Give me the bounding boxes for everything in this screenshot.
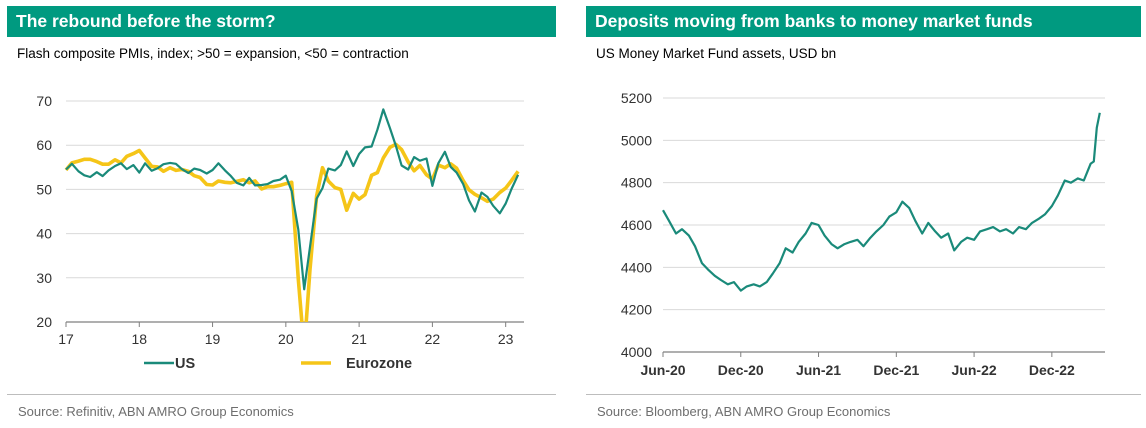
- chart-title: The rebound before the storm?: [7, 6, 556, 37]
- chart-subtitle: Flash composite PMIs, index; >50 = expan…: [17, 46, 409, 61]
- legend-label: Eurozone: [346, 356, 412, 372]
- x-tick-label: Jun-20: [640, 362, 685, 378]
- source-note: Source: Bloomberg, ABN AMRO Group Econom…: [597, 404, 891, 419]
- y-tick-label: 4400: [621, 259, 652, 275]
- series-line-eurozone: [64, 142, 520, 322]
- legend-label: US: [175, 356, 195, 372]
- x-tick-label: 19: [205, 331, 221, 347]
- y-tick-label: 5200: [621, 90, 652, 106]
- y-tick-label: 50: [36, 181, 52, 197]
- series-line-mmf-assets: [662, 112, 1101, 292]
- pmi-line-chart: 20 30 40 50 60 70 17 18 19 20 21 22 23 US Eurozone: [36, 93, 524, 372]
- x-tick-label: 23: [498, 331, 514, 347]
- pmi-chart-panel: The rebound before the storm? Flash comp…: [7, 6, 556, 422]
- x-tick-label: 20: [278, 331, 294, 347]
- source-divider: [7, 394, 556, 395]
- x-tick-label: Dec-21: [873, 362, 919, 378]
- y-tick-label: 20: [36, 314, 52, 330]
- x-tick-label: 21: [351, 331, 367, 347]
- series-line-us: [65, 108, 520, 291]
- x-tick-label: 17: [58, 331, 74, 347]
- y-tick-label: 30: [36, 270, 52, 286]
- x-tick-label: Dec-20: [718, 362, 764, 378]
- mmf-chart-panel: Deposits moving from banks to money mark…: [586, 6, 1141, 422]
- x-tick-label: 18: [131, 331, 147, 347]
- y-tick-label: 5000: [621, 132, 652, 148]
- chart-title: Deposits moving from banks to money mark…: [586, 6, 1141, 37]
- y-tick-label: 70: [36, 93, 52, 109]
- x-tick-label: Dec-22: [1029, 362, 1075, 378]
- x-tick-label: Jun-22: [952, 362, 997, 378]
- chart-subtitle: US Money Market Fund assets, USD bn: [596, 46, 837, 61]
- y-tick-label: 60: [36, 137, 52, 153]
- y-tick-label: 4600: [621, 217, 652, 233]
- mmf-line-chart: 4000 4200 4400 4600 4800 5000 5200 Jun-20 Dec-20…: [621, 90, 1105, 378]
- y-tick-label: 4000: [621, 344, 652, 360]
- source-divider: [586, 394, 1141, 395]
- source-note: Source: Refinitiv, ABN AMRO Group Econom…: [18, 404, 294, 419]
- y-tick-label: 4200: [621, 302, 652, 318]
- x-tick-label: 22: [425, 331, 441, 347]
- y-tick-label: 40: [36, 226, 52, 242]
- y-tick-label: 4800: [621, 175, 652, 191]
- x-tick-label: Jun-21: [796, 362, 841, 378]
